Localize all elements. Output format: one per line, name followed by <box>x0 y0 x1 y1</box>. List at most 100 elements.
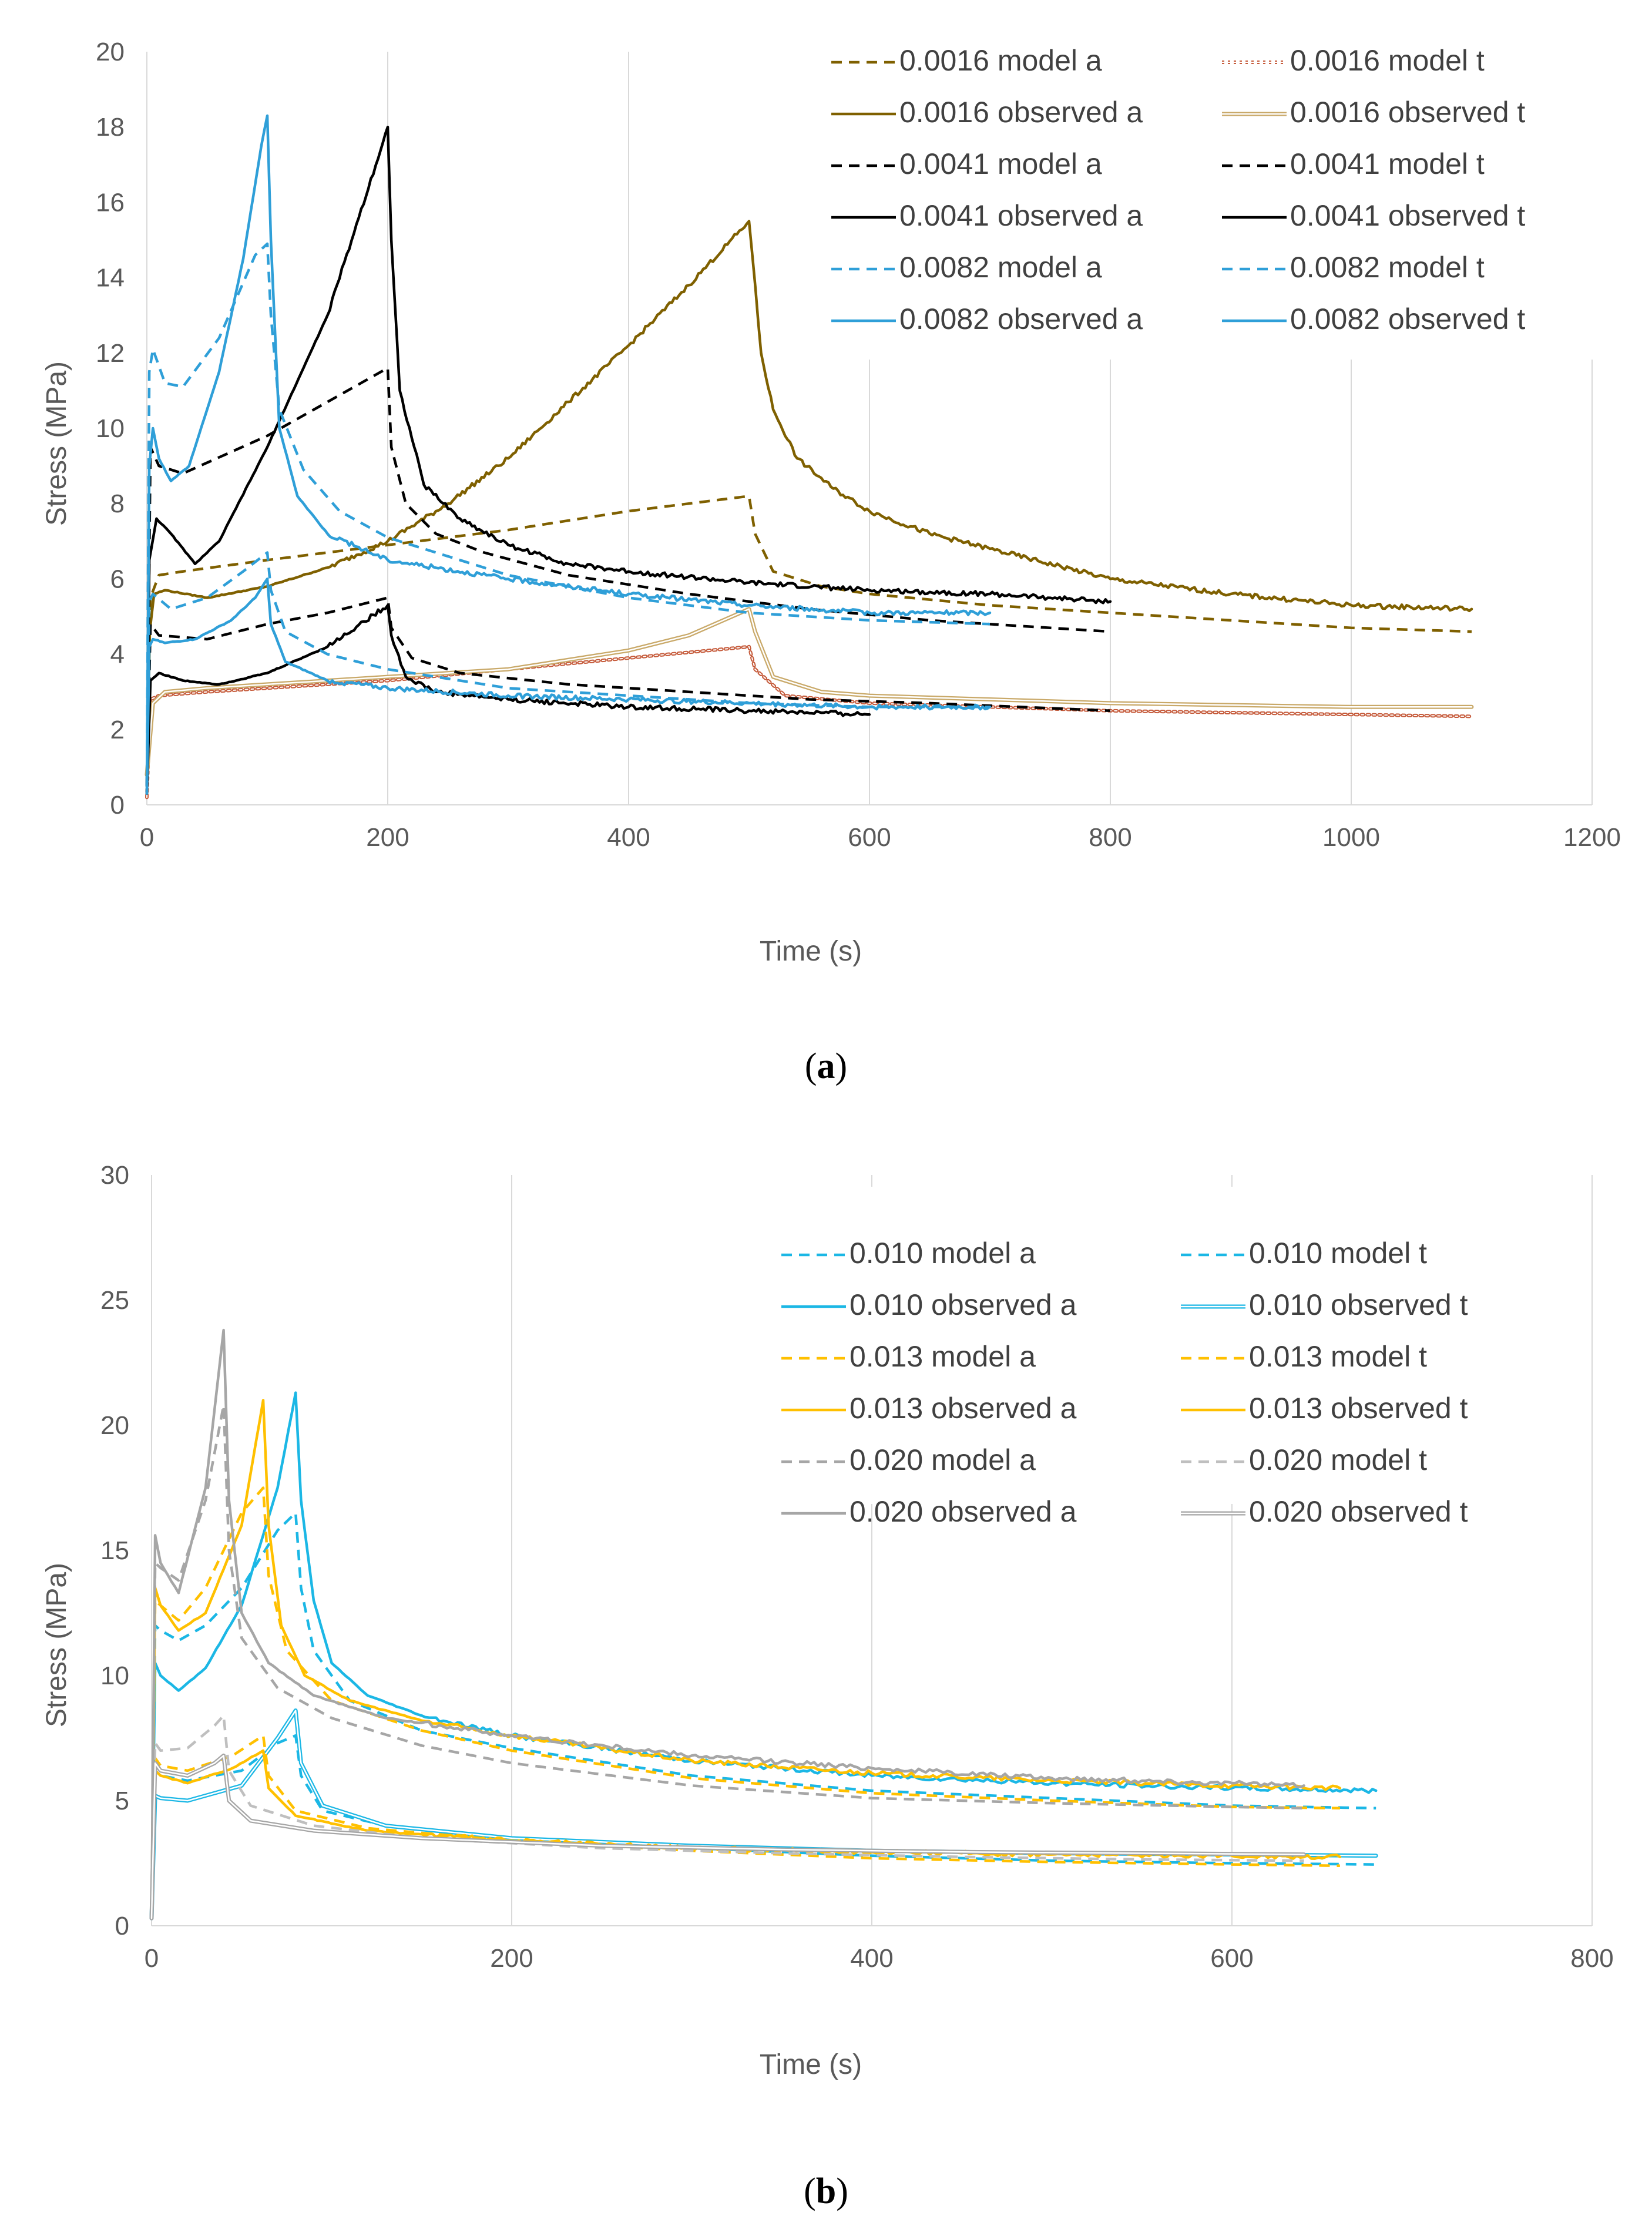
series-a-0-0016-model-t <box>145 644 1473 800</box>
legend-a-0-0016-model-t: 0.0016 model t <box>1222 44 1485 77</box>
chart-a-ytick-12: 12 <box>96 339 125 368</box>
series-a-0-0016-model-a <box>145 495 1472 787</box>
chart-b-xtick-0: 0 <box>145 1944 159 1973</box>
legend-b-0-010-model-a: 0.010 model a <box>781 1237 1036 1270</box>
chart-a-svg: 0 200 400 600 800 1000 1200 02468101214161820 … <box>41 38 1621 1086</box>
legend-b-0-020-model-a: 0.020 model a <box>781 1443 1036 1476</box>
series-b-0-013-observed-t <box>150 1749 1342 1920</box>
svg-text:0.010 model a: 0.010 model a <box>849 1237 1036 1270</box>
svg-text:0.0082 model t: 0.0082 model t <box>1290 251 1485 284</box>
chart-a-ytick-0: 0 <box>110 791 125 820</box>
chart-a-xtick-800: 800 <box>1089 823 1131 852</box>
series-b-0-020-model-a <box>150 1404 1304 1913</box>
svg-text:0.013 model a: 0.013 model a <box>849 1340 1036 1373</box>
svg-text:0.0041 model t: 0.0041 model t <box>1290 147 1485 180</box>
series-b-0-013-model-a <box>150 1486 1340 1913</box>
legend-a-0-0082-model-a: 0.0082 model a <box>831 251 1102 284</box>
chart-a-ytick-4: 4 <box>110 640 125 669</box>
legend-a-0-0041-model-t: 0.0041 model t <box>1222 147 1485 180</box>
chart-a-xtick-400: 400 <box>607 823 650 852</box>
chart-a-xtick-600: 600 <box>848 823 891 852</box>
chart-a-ytick-6: 6 <box>110 565 125 593</box>
legend-b-0-010-observed-a: 0.010 observed a <box>781 1288 1077 1321</box>
chart-b-ytick-5: 5 <box>115 1787 129 1815</box>
chart-a-ytick-18: 18 <box>96 113 125 142</box>
chart-b-panel-label: (b) <box>804 2171 848 2211</box>
series-a-0-0041-model-a <box>145 367 1111 787</box>
series-a-0-0016-observed-a <box>145 220 1473 788</box>
series-b-0-020-observed-a <box>150 1328 1305 1915</box>
chart-a-ytick-14: 14 <box>96 264 125 293</box>
svg-text:0.0016 observed a: 0.0016 observed a <box>899 96 1143 129</box>
chart-a-ytick-10: 10 <box>96 414 125 443</box>
series-a-0-0082-observed-t <box>145 578 992 795</box>
legend-a-0-0016-observed-a: 0.0016 observed a <box>831 96 1143 129</box>
chart-b-ylabel: Stress (MPa) <box>41 1563 72 1727</box>
series-b-0-020-model-t <box>150 1714 1304 1919</box>
legend-a-0-0016-model-a: 0.0016 model a <box>831 44 1102 77</box>
legend-b-0-010-model-t: 0.010 model t <box>1181 1237 1427 1270</box>
chart-b-ytick-15: 15 <box>100 1536 129 1565</box>
series-a-0-0041-observed-a <box>145 125 1112 788</box>
legend-a-0-0041-observed-t: 0.0041 observed t <box>1222 199 1525 232</box>
chart-a-ytick-8: 8 <box>110 489 125 518</box>
svg-text:0.010 observed a: 0.010 observed a <box>849 1288 1077 1321</box>
svg-text:0.0016 model t: 0.0016 model t <box>1290 44 1485 77</box>
legend-b-0-020-model-t: 0.020 model t <box>1181 1443 1427 1476</box>
series-a-0-0016-observed-t <box>145 607 1474 777</box>
svg-text:0.0041 model a: 0.0041 model a <box>899 147 1102 180</box>
svg-text:0.0041 observed a: 0.0041 observed a <box>899 199 1143 232</box>
chart-panel-b: 0 200 400 600 800 0 5 10 15 20 25 30 0.010 model a… <box>0 1116 1652 2226</box>
series-b-0-020-observed-t <box>149 1753 1307 1921</box>
chart-b-xtick-200: 200 <box>490 1944 533 1973</box>
legend-a-0-0082-observed-t: 0.0082 observed t <box>1222 303 1525 335</box>
chart-a-xlabel: Time (s) <box>760 936 862 967</box>
chart-b-xtick-800: 800 <box>1570 1944 1613 1973</box>
chart-a-xtick-200: 200 <box>366 823 409 852</box>
series-b-0-010-model-t <box>150 1734 1376 1919</box>
series-a-0-0082-model-t <box>145 551 990 794</box>
svg-text:0.0082 observed t: 0.0082 observed t <box>1290 303 1525 335</box>
legend-b-0-013-observed-t: 0.013 observed t <box>1181 1392 1468 1425</box>
chart-a-ytick-16: 16 <box>96 188 125 217</box>
chart-panel-a: 0 200 400 600 800 1000 1200 0 2 4 6 8 10 12 14 16 18 20 … <box>41 38 1621 1086</box>
svg-text:0.013 observed t: 0.013 observed t <box>1249 1392 1468 1425</box>
legend-b-0-013-model-a: 0.013 model a <box>781 1340 1036 1373</box>
legend-b-0-013-observed-a: 0.013 observed a <box>781 1392 1077 1425</box>
chart-a-xtick-0: 0 <box>140 823 154 852</box>
series-b-0-013-observed-a <box>150 1399 1342 1915</box>
series-b-0-010-model-a <box>150 1511 1376 1913</box>
chart-b-ytick-0: 0 <box>115 1912 129 1940</box>
chart-b-ytick-25: 25 <box>100 1286 129 1315</box>
chart-b-ytick-30: 30 <box>100 1161 129 1190</box>
svg-text:0.020 observed t: 0.020 observed t <box>1249 1495 1468 1528</box>
chart-b-legend-box <box>745 1187 1556 1504</box>
series-a-0-0041-observed-t <box>145 604 871 795</box>
chart-b-svg: 0 200 400 600 800 0 5 10 15 20 25 30 0.010 model a… <box>41 1161 1614 2211</box>
legend-b-0-013-model-t: 0.013 model t <box>1181 1340 1427 1373</box>
svg-text:0.020 model a: 0.020 model a <box>849 1443 1036 1476</box>
svg-text:0.020 model t: 0.020 model t <box>1249 1443 1427 1476</box>
svg-text:0.0016 model a: 0.0016 model a <box>899 44 1102 77</box>
chart-b-xtick-600: 600 <box>1210 1944 1253 1973</box>
svg-text:0.0016 observed t: 0.0016 observed t <box>1290 96 1525 129</box>
chart-b-xtick-400: 400 <box>850 1944 893 1973</box>
chart-a-xtick-1200: 1200 <box>1563 823 1621 852</box>
chart-a-panel-label: (a) <box>805 1046 847 1086</box>
legend-b-0-010-observed-t: 0.010 observed t <box>1181 1288 1468 1321</box>
chart-b-xlabel: Time (s) <box>760 2049 862 2080</box>
chart-a-xtick-1000: 1000 <box>1322 823 1380 852</box>
chart-a-ytick-20: 20 <box>96 38 125 66</box>
chart-a-ytick-2: 2 <box>110 716 125 744</box>
svg-text:0.0082 model a: 0.0082 model a <box>899 251 1102 284</box>
legend-b-0-020-observed-a: 0.020 observed a <box>781 1495 1077 1528</box>
legend-b-0-020-observed-t: 0.020 observed t <box>1181 1495 1468 1528</box>
svg-text:0.020 observed a: 0.020 observed a <box>849 1495 1077 1528</box>
svg-text:0.0041 observed t: 0.0041 observed t <box>1290 199 1525 232</box>
series-a-0-0082-observed-a <box>145 114 992 788</box>
chart-b-ytick-20: 20 <box>100 1411 129 1440</box>
legend-a-0-0041-model-a: 0.0041 model a <box>831 147 1102 180</box>
svg-text:0.010 observed t: 0.010 observed t <box>1249 1288 1468 1321</box>
chart-a-ylabel: Stress (MPa) <box>41 361 72 526</box>
chart-a-legend-box <box>804 42 1594 360</box>
